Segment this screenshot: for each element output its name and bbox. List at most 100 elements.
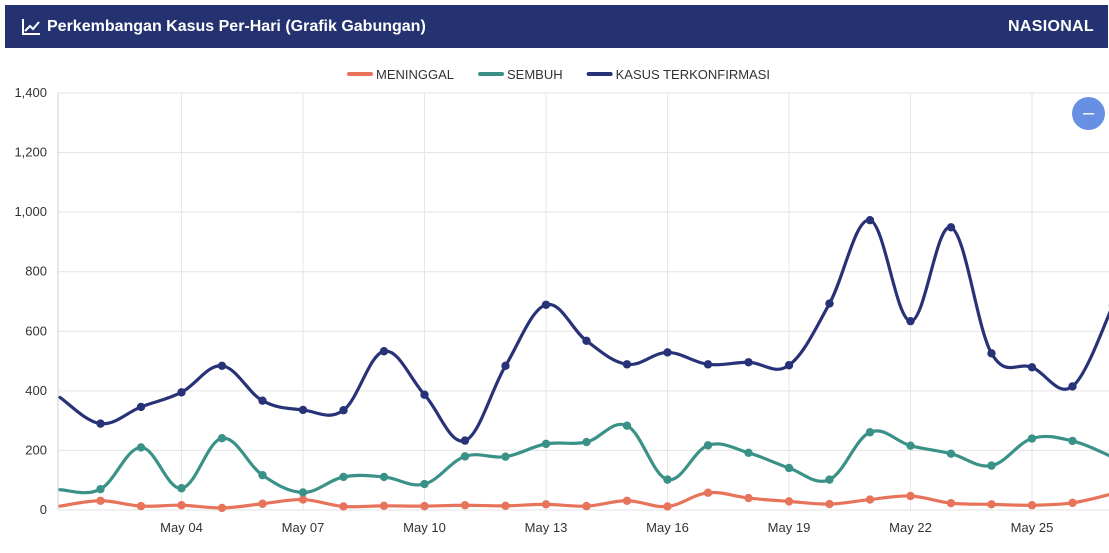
data-point [541,439,551,449]
data-point [339,502,348,511]
x-tick-label: May 16 [646,520,689,535]
data-point [906,441,915,450]
data-point [946,223,956,232]
data-point [460,436,470,445]
data-point [177,484,186,493]
data-point [1027,363,1037,372]
data-point [622,496,632,505]
data-point [987,349,996,358]
data-point [379,472,389,482]
data-point [946,498,956,508]
data-point [744,358,753,367]
data-point [298,495,308,504]
data-point [217,361,227,371]
data-point [946,449,956,458]
legend-label: KASUS TERKONFIRMASI [616,67,770,82]
data-point [96,419,105,428]
data-point [136,443,146,452]
data-point [703,488,713,497]
data-point [622,421,632,430]
x-tick-label: May 13 [525,520,568,535]
zoom-reset-button[interactable]: – [1072,97,1105,130]
y-tick-label: 800 [25,264,47,279]
data-point [501,501,510,511]
data-point [501,452,510,461]
data-point [541,300,551,309]
chart-header: Perkembangan Kasus Per-Hari (Grafik Gabu… [5,5,1108,48]
data-point [825,499,834,509]
data-point [258,499,267,508]
data-point [177,388,186,397]
data-point [1068,382,1077,391]
y-tick-label: 600 [25,323,47,338]
data-point [582,437,591,447]
data-point [298,488,308,497]
x-tick-label: May 10 [403,520,446,535]
data-point [784,463,794,473]
x-tick-label: May 04 [160,520,203,535]
data-point [217,434,227,443]
data-point [663,348,672,357]
data-point [379,347,389,356]
chart-title: Perkembangan Kasus Per-Hari (Grafik Gabu… [47,17,426,35]
data-point [744,448,753,458]
data-point [420,390,429,399]
data-point [825,475,834,484]
zoom-button-label: – [1082,102,1095,124]
data-point [825,299,834,308]
data-point [906,316,915,326]
y-tick-label: 1,200 [14,145,47,160]
data-point [298,405,308,415]
data-point [1027,434,1037,443]
series-line [58,218,1109,443]
y-tick-label: 1,400 [14,85,47,100]
data-point [420,501,429,511]
data-point [96,496,105,505]
data-point [865,428,875,437]
data-point [460,501,470,510]
data-point [906,491,915,501]
series-line [58,422,1109,495]
chart-area: 0 200 400 600 800 1,000 1,200 1,400 May 04 May 07… [0,50,1109,553]
data-point [339,472,348,482]
data-point [703,441,713,450]
data-point [541,500,551,509]
series-group [58,215,1109,513]
data-point [1027,501,1037,510]
x-tick-label: May 25 [1011,520,1054,535]
region-label[interactable]: NASIONAL [1008,17,1094,35]
data-point [865,215,875,225]
y-tick-label: 400 [25,383,47,398]
data-point [663,502,672,511]
data-point [136,402,146,412]
data-point [136,501,146,511]
data-point [96,484,105,494]
data-point [460,452,470,461]
data-point [217,503,227,513]
data-point [987,461,996,470]
data-point [177,501,186,510]
x-tick-label: May 07 [282,520,325,535]
data-point [379,501,389,511]
data-point [339,406,348,415]
data-point [258,396,267,405]
header-title-group: Perkembangan Kasus Per-Hari (Grafik Gabu… [21,18,426,36]
line-chart-icon [21,18,41,36]
data-point [258,470,267,480]
y-tick-label: 1,000 [14,204,47,219]
data-point [703,360,713,369]
data-point [663,475,672,484]
data-point [582,501,591,511]
data-point [1068,436,1077,446]
data-point [501,361,510,371]
line-chart: 0 200 400 600 800 1,000 1,200 1,400 May 04 May 07… [14,67,1109,535]
x-tick-label: May 19 [768,520,811,535]
legend-label: SEMBUH [507,67,563,82]
x-tick-label: May 22 [889,520,932,535]
data-point [784,361,794,370]
data-point [784,497,794,506]
data-point [744,493,753,503]
data-point [987,500,996,509]
data-point [1068,498,1077,508]
data-point [622,360,632,369]
